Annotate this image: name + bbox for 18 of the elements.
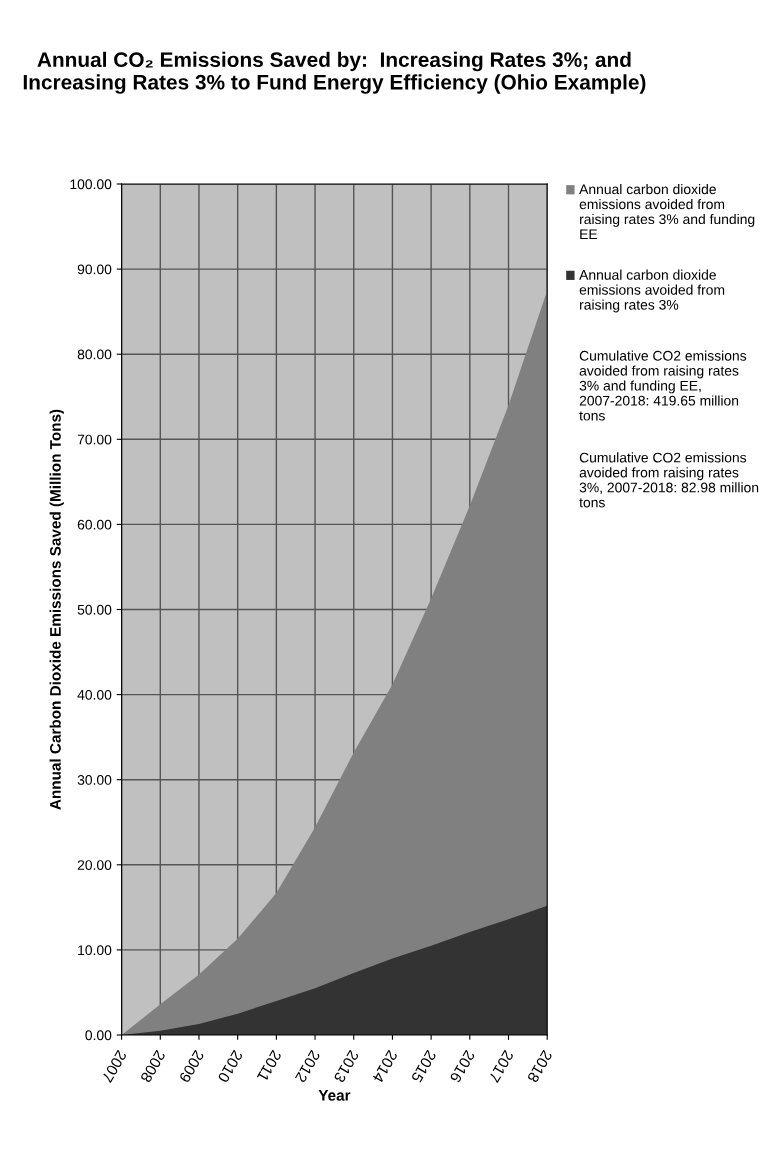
y-axis-title: Annual Carbon Dioxide Emissions Saved (Million Tons) xyxy=(49,409,64,810)
chart-title: Annual CO₂ Emissions Saved by: Increasing Rates 3%; and Increasing Rates 3% to Fund Energy Efficiency (Ohio Example) xyxy=(23,51,646,94)
y-tick-label: 60.00 xyxy=(77,519,112,530)
y-tick-label: 50.00 xyxy=(77,604,112,615)
y-tick-label: 100.00 xyxy=(70,179,112,190)
y-tick-label: 70.00 xyxy=(77,434,112,445)
legend-label: Annual carbon dioxide emissions avoided from raising rates 3% xyxy=(579,269,725,313)
y-tick-label: 30.00 xyxy=(77,775,112,785)
y-tick-label: 0.00 xyxy=(85,1030,112,1041)
text: Cumulative CO2 emissions avoided from raising rates 3% and funding EE, 2007-2018: 419.65 million tons xyxy=(579,350,747,421)
y-tick-label: 90.00 xyxy=(77,264,112,275)
y-tick-label: 20.00 xyxy=(77,860,112,870)
legend-label: Annual carbon dioxide emissions avoided from raising rates 3% and funding EE xyxy=(579,184,755,239)
y-tick-label: 40.00 xyxy=(77,689,112,700)
x-axis-title: Year xyxy=(318,1090,351,1101)
y-tick-label: 10.00 xyxy=(78,945,112,956)
y-tick-label: 80.00 xyxy=(77,349,112,360)
text: Cumulative CO2 emissions avoided from raising rates 3%, 2007-2018: 82.98 million tons xyxy=(579,452,759,508)
